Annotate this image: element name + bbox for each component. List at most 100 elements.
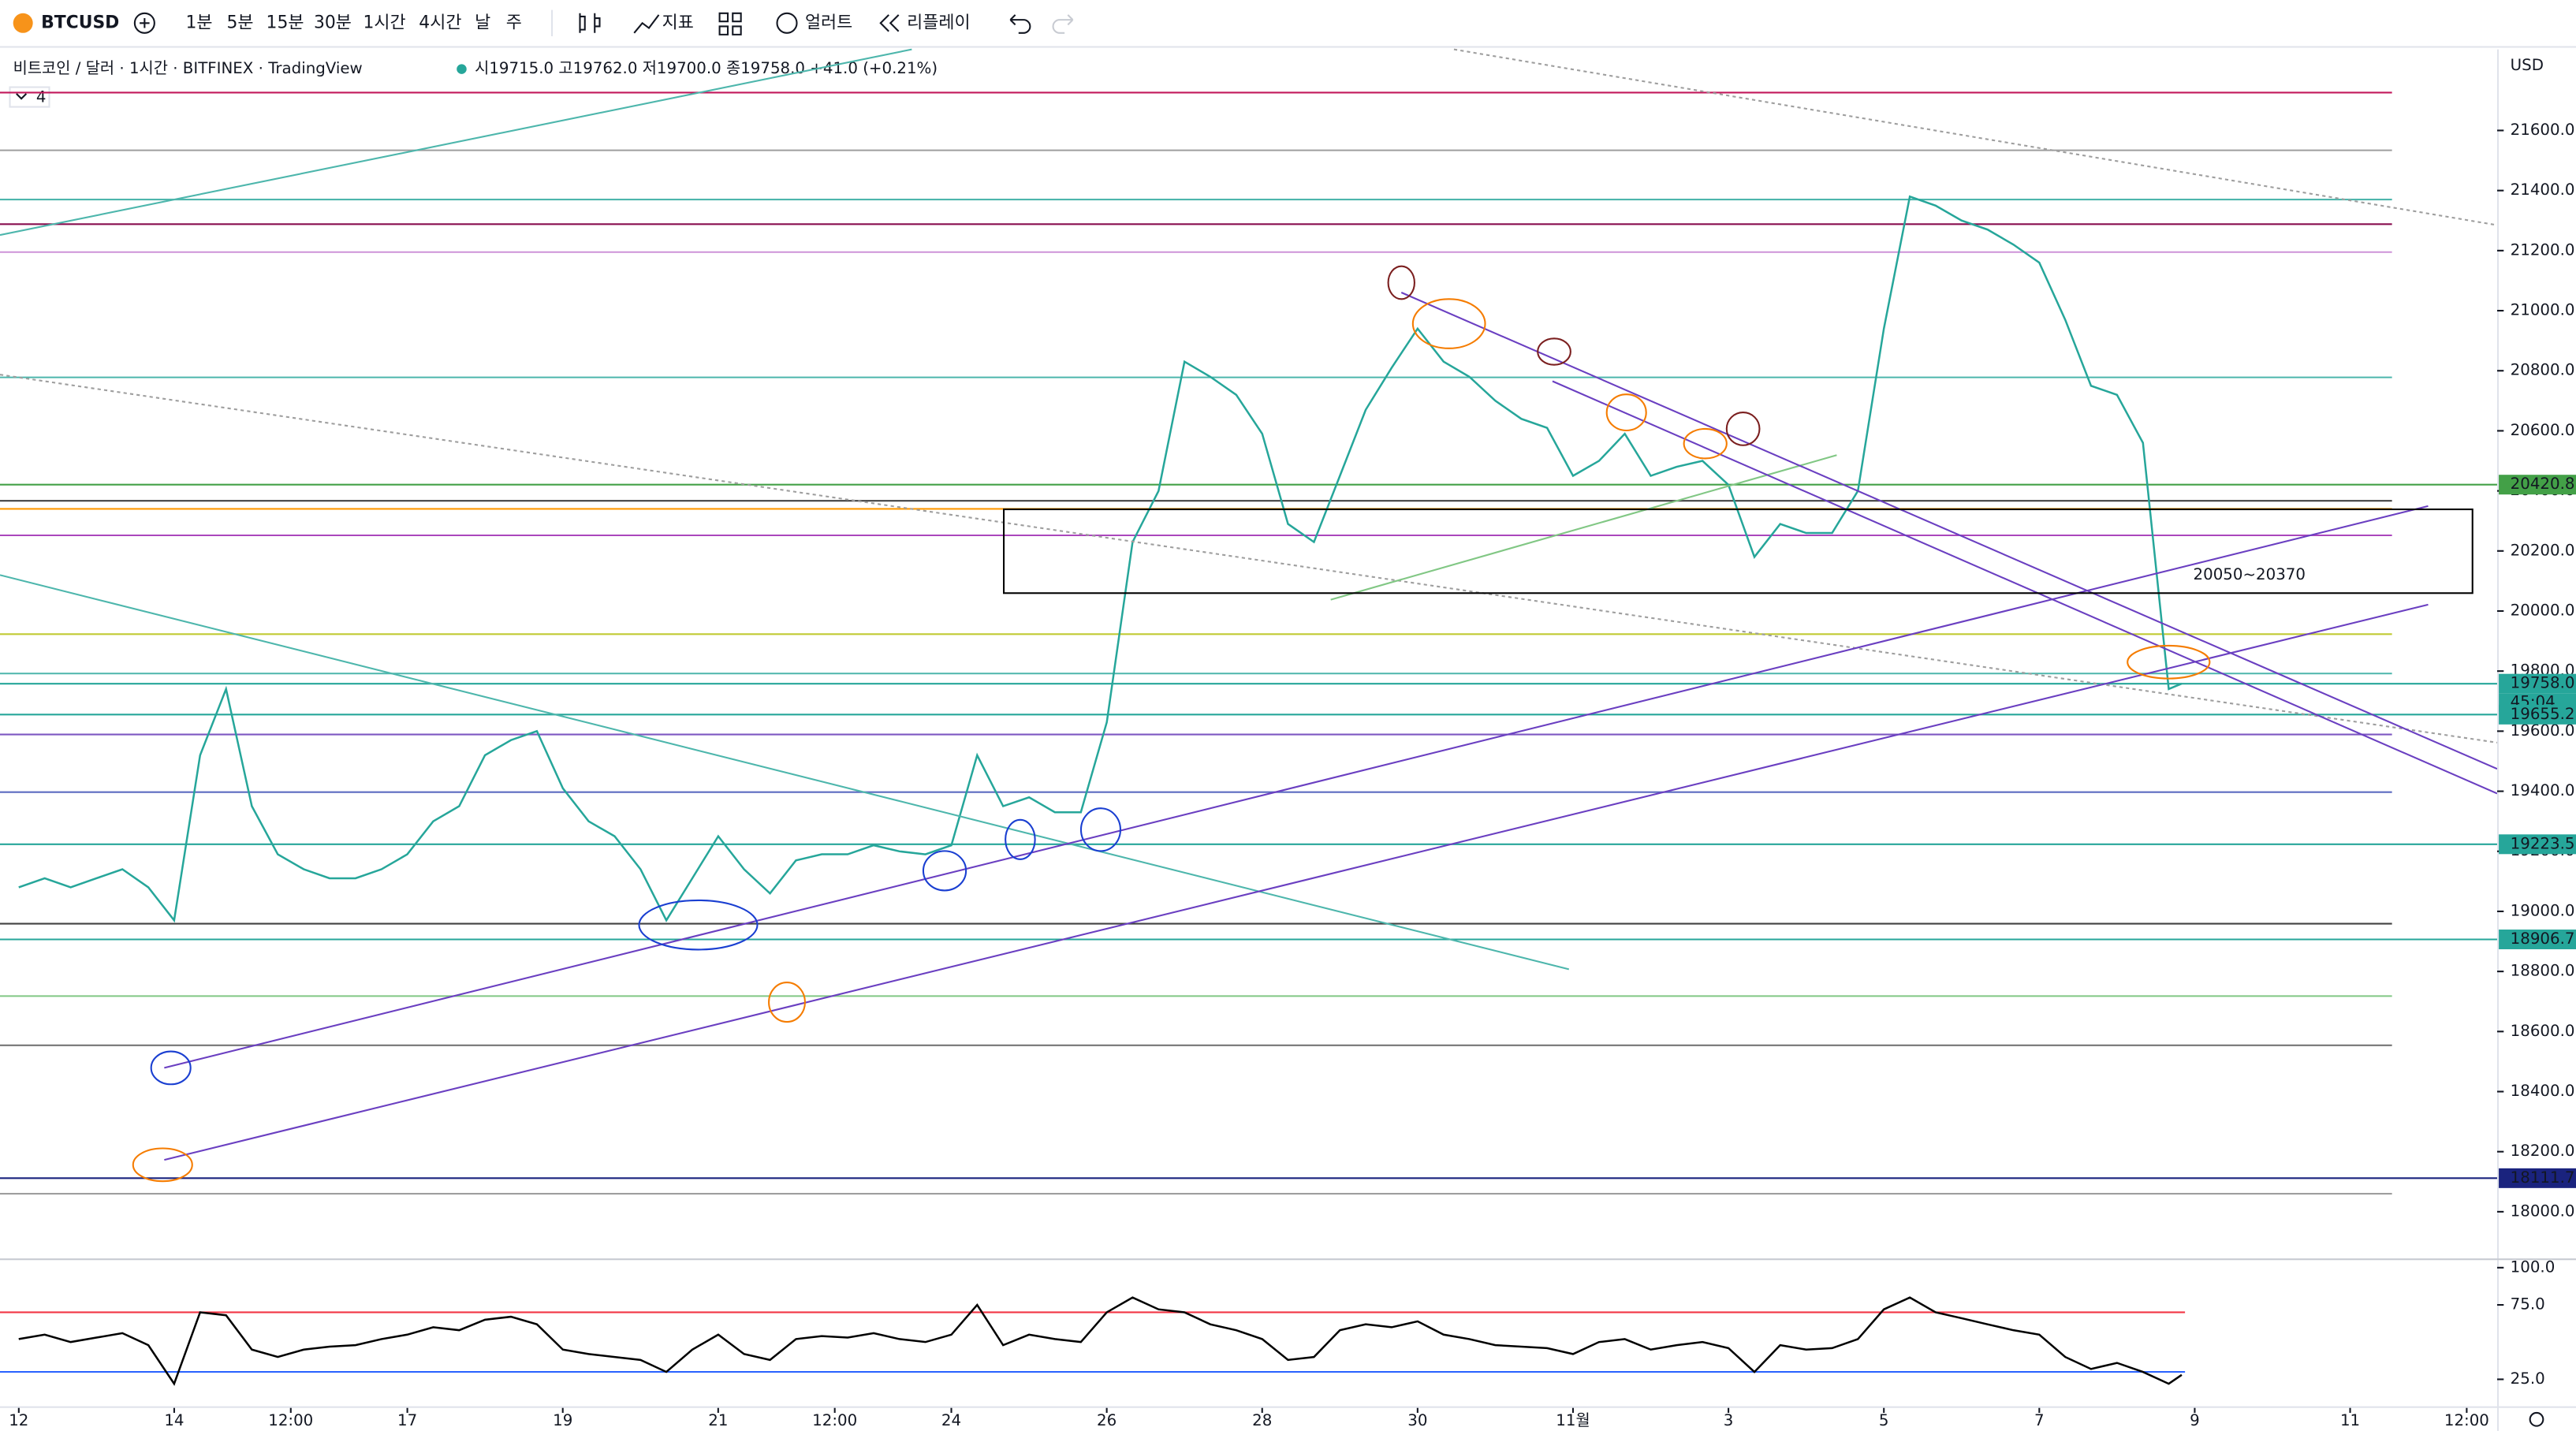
series-line — [18, 195, 2183, 923]
series-line — [18, 1296, 2183, 1386]
x-tick-label: 30 — [1407, 1411, 1427, 1429]
x-tick-label: 12 — [9, 1411, 28, 1429]
interval[interactable]: 1시간 — [363, 13, 405, 32]
interval[interactable]: 5분 — [227, 13, 254, 32]
x-tick-label: 14 — [164, 1411, 184, 1429]
y-tick-label: 19600.0 — [2511, 721, 2575, 740]
y-tick-label: 18800.0 — [2511, 962, 2575, 980]
layout-icon[interactable] — [718, 12, 742, 35]
alert-icon — [776, 12, 798, 34]
trend-line — [1400, 292, 2498, 770]
ellipse — [132, 1147, 193, 1183]
x-tick-label: 26 — [1097, 1411, 1117, 1429]
x-tick-label: 24 — [941, 1411, 961, 1429]
x-tick-label: 21 — [708, 1411, 728, 1429]
price-label-bg — [2499, 704, 2576, 725]
price-label: 18906.7 — [2511, 930, 2575, 948]
replay-icon — [879, 14, 900, 32]
ellipse — [1605, 393, 1647, 432]
interval[interactable]: 30분 — [314, 13, 352, 32]
ellipse — [768, 982, 806, 1023]
ellipse — [1079, 807, 1122, 852]
x-tick-label: 11 — [2340, 1411, 2360, 1429]
y-tick-label: 19400.0 — [2511, 781, 2575, 799]
indicator-icon — [633, 14, 660, 34]
x-tick-label: 12:00 — [2444, 1411, 2489, 1429]
y-tick-label: 20800.0 — [2511, 361, 2575, 379]
toolbar-button[interactable]: 리플레이 — [907, 13, 970, 32]
drawings — [0, 48, 2498, 1183]
trend-line — [0, 48, 912, 237]
chart-type-icon[interactable] — [579, 13, 601, 33]
undo[interactable] — [1009, 14, 1031, 34]
x-tick-label: 9 — [2190, 1411, 2200, 1429]
redo[interactable] — [1052, 14, 1074, 34]
price-label-bg — [2499, 1168, 2576, 1188]
x-tick-label: 3 — [1724, 1411, 1734, 1429]
add-symbol[interactable] — [133, 12, 155, 34]
x-tick-label: 12:00 — [268, 1411, 313, 1429]
y-tick-label: 20600.0 — [2511, 421, 2575, 439]
trend-line — [1453, 48, 2498, 226]
indicator-toggle[interactable] — [9, 86, 50, 108]
ellipse — [1683, 427, 1728, 460]
y-tick-label: 100.0 — [2511, 1258, 2555, 1276]
legend-ohlc: 시19715.0 고19762.0 저19700.0 종19758.0 +41.… — [475, 59, 938, 77]
price-label: 19758.0 — [2511, 674, 2575, 692]
ellipse — [1005, 818, 1036, 860]
price-label-bg — [2499, 834, 2576, 855]
axis-unit: USD — [2511, 56, 2544, 74]
x-tick-label: 19 — [553, 1411, 572, 1429]
trend-line — [1552, 380, 2498, 795]
annotation: 20050~20370 — [2194, 565, 2306, 583]
y-tick-label: 75.0 — [2511, 1295, 2545, 1314]
chevron — [16, 93, 28, 100]
trend-line — [1330, 454, 1837, 601]
y-tick-label: 20200.0 — [2511, 541, 2575, 559]
y-tick-label: 18600.0 — [2511, 1022, 2575, 1040]
x-tick-label: 12:00 — [812, 1411, 857, 1429]
price-label-bg — [2499, 929, 2576, 949]
ellipse — [2127, 644, 2211, 680]
ellipse — [150, 1050, 192, 1086]
toolbar-button[interactable]: 지표 — [662, 13, 694, 32]
y-tick-label: 21600.0 — [2511, 121, 2575, 139]
y-tick-label: 21200.0 — [2511, 240, 2575, 259]
y-tick-label: 20000.0 — [2511, 601, 2575, 619]
trend-line — [164, 603, 2429, 1161]
toolbar-button[interactable]: 얼러트 — [805, 13, 852, 32]
y-tick-label: 18000.0 — [2511, 1202, 2575, 1220]
indicator-count: 4 — [36, 88, 47, 106]
settings-icon[interactable] — [2529, 1411, 2544, 1427]
y-tick-label: 21000.0 — [2511, 301, 2575, 319]
y-tick-label: 18400.0 — [2511, 1082, 2575, 1100]
btc-icon — [13, 13, 33, 33]
interval[interactable]: 날 — [475, 13, 490, 32]
legend-title: 비트코인 / 달러 · 1시간 · BITFINEX · TradingView — [13, 59, 363, 77]
ellipse — [1387, 265, 1415, 300]
toolbar: BTCUSD 1분 5분 15분 30분 1시간 4시간 날 주 지표 얼러트 … — [0, 9, 2576, 48]
interval[interactable]: 주 — [506, 13, 522, 32]
price-label: 20420.8 — [2511, 475, 2575, 493]
ellipse — [922, 850, 967, 892]
x-tick-label: 5 — [1879, 1411, 1889, 1429]
y-tick-label: 25.0 — [2511, 1370, 2545, 1388]
interval[interactable]: 15분 — [267, 13, 304, 32]
price-axis: USD 18000.0 18200.0 18400.0 18600.0 18800.0 19… — [0, 49, 2576, 1431]
price-label-bg — [2499, 475, 2576, 495]
price-label-bg — [2499, 673, 2576, 694]
symbol[interactable]: BTCUSD — [41, 13, 119, 32]
interval[interactable]: 4시간 — [419, 13, 461, 32]
trend-line — [0, 374, 2498, 743]
x-tick-label: 11월 — [1556, 1411, 1590, 1429]
trend-line — [0, 574, 1570, 971]
price-label: 18111.7 — [2511, 1168, 2575, 1187]
add-symbol-plus — [140, 18, 150, 28]
x-tick-label: 17 — [397, 1411, 417, 1429]
ellipse — [1537, 337, 1571, 366]
trend-line — [164, 505, 2429, 1069]
ellipse — [1411, 298, 1486, 349]
interval[interactable]: 1분 — [185, 13, 212, 32]
